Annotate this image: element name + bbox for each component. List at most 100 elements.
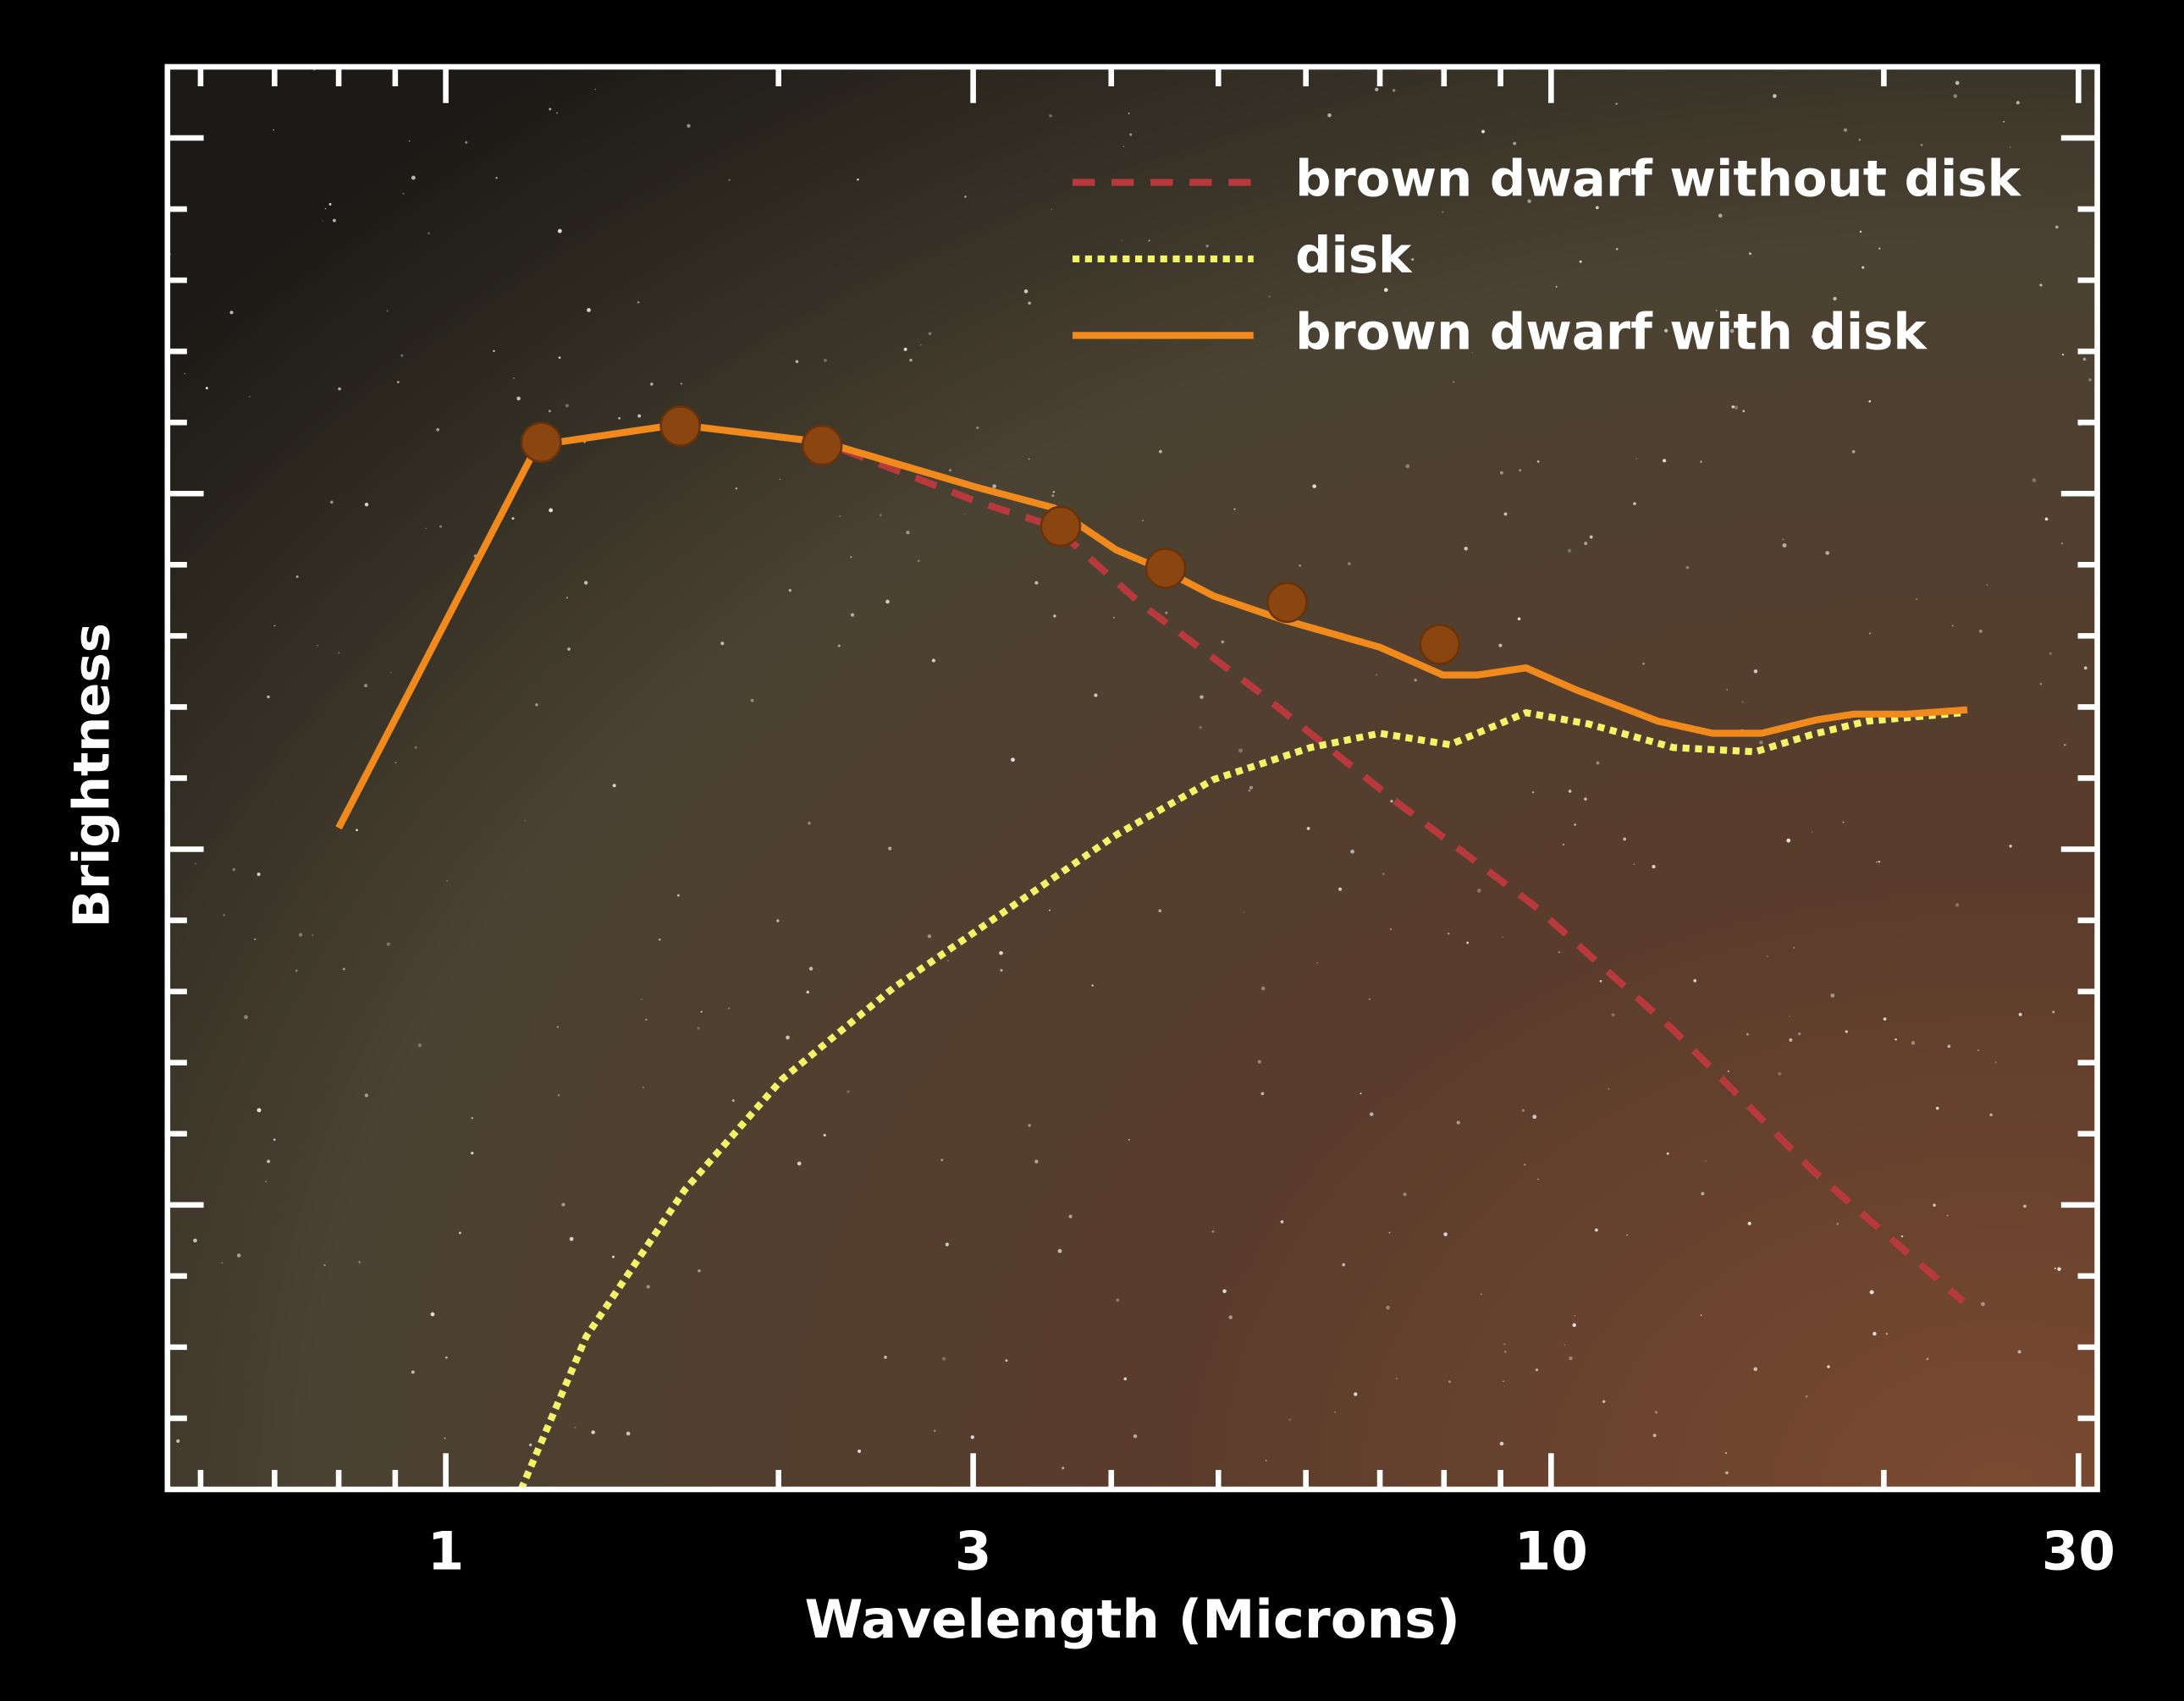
star <box>2039 284 2043 287</box>
star <box>1843 128 1848 132</box>
star <box>676 894 680 897</box>
star <box>2052 1010 2055 1014</box>
star <box>1123 1377 1128 1381</box>
star <box>1615 102 1618 105</box>
star <box>386 942 390 946</box>
star <box>465 140 468 144</box>
star <box>232 867 236 872</box>
star <box>1900 1235 1904 1238</box>
star <box>397 381 400 383</box>
star <box>750 698 754 702</box>
star <box>1233 508 1236 510</box>
star <box>1456 1120 1460 1125</box>
star <box>324 207 327 210</box>
data-point <box>801 424 843 466</box>
star <box>795 360 799 364</box>
star <box>1894 1038 1897 1041</box>
star <box>1805 1395 1808 1398</box>
star <box>1051 208 1053 210</box>
star <box>330 500 334 504</box>
star <box>332 218 336 223</box>
star <box>402 193 405 195</box>
star <box>1028 458 1030 460</box>
star <box>1023 289 1029 294</box>
star <box>1133 1434 1138 1439</box>
star <box>1920 143 1923 146</box>
star <box>1584 797 1587 801</box>
star <box>1112 616 1115 619</box>
star <box>1700 460 1702 463</box>
star <box>1057 1248 1062 1253</box>
star <box>338 652 340 654</box>
star <box>1562 843 1565 846</box>
star <box>364 503 369 507</box>
star <box>786 1035 790 1040</box>
star <box>1885 1332 1889 1335</box>
star <box>322 220 323 222</box>
star <box>229 311 234 315</box>
star <box>903 347 907 351</box>
star <box>409 140 411 142</box>
star <box>445 1356 448 1359</box>
star <box>1480 1293 1482 1296</box>
star <box>1699 341 1702 345</box>
star <box>1238 748 1244 753</box>
star <box>2049 652 2052 655</box>
star <box>1222 1289 1227 1294</box>
star <box>1414 679 1417 682</box>
star <box>999 950 1003 955</box>
star <box>1868 399 1872 403</box>
star <box>1859 230 1862 234</box>
star <box>1028 1124 1032 1127</box>
star <box>1062 1467 1065 1470</box>
star <box>1260 1092 1265 1096</box>
x-tick-label: 1 <box>427 1520 464 1582</box>
data-point <box>659 405 701 447</box>
star <box>1536 460 1540 463</box>
star <box>298 933 303 937</box>
star <box>2057 1267 2061 1271</box>
star <box>2055 225 2059 229</box>
star <box>1211 1230 1215 1233</box>
star <box>569 1236 574 1241</box>
star <box>265 1181 267 1183</box>
star <box>1503 1343 1506 1346</box>
x-tick-label: 3 <box>955 1520 992 1582</box>
series-line <box>517 709 1964 1489</box>
star <box>1442 211 1444 213</box>
star <box>1390 928 1392 930</box>
star <box>728 1007 731 1010</box>
star <box>1499 1441 1504 1446</box>
star <box>221 1262 223 1264</box>
star <box>389 672 392 674</box>
star <box>1564 1344 1566 1346</box>
star <box>1666 1152 1669 1155</box>
star <box>1611 1013 1615 1017</box>
axes: 1 3 10 30 <box>167 66 2115 1582</box>
star <box>642 1086 645 1088</box>
star <box>1947 1044 1951 1049</box>
star <box>941 1357 946 1361</box>
star <box>850 556 852 559</box>
star <box>364 684 368 688</box>
star <box>427 232 430 235</box>
star <box>1951 625 1954 627</box>
star <box>1165 611 1168 614</box>
star <box>1567 548 1572 553</box>
star <box>256 1108 262 1113</box>
star <box>1773 94 1777 98</box>
star <box>549 107 552 111</box>
star <box>808 821 811 825</box>
star <box>806 990 809 994</box>
star <box>1596 761 1600 765</box>
star <box>1978 629 1983 633</box>
star <box>1158 909 1162 913</box>
star <box>1786 838 1791 843</box>
star <box>1338 887 1343 891</box>
star <box>267 1159 271 1164</box>
star <box>1861 266 1865 269</box>
star <box>1499 471 1503 475</box>
star <box>1304 317 1309 321</box>
star <box>1664 328 1668 333</box>
